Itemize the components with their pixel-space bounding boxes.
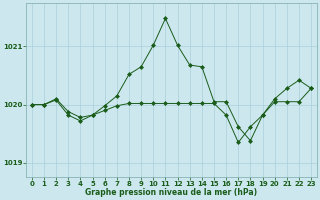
X-axis label: Graphe pression niveau de la mer (hPa): Graphe pression niveau de la mer (hPa) [85, 188, 258, 197]
